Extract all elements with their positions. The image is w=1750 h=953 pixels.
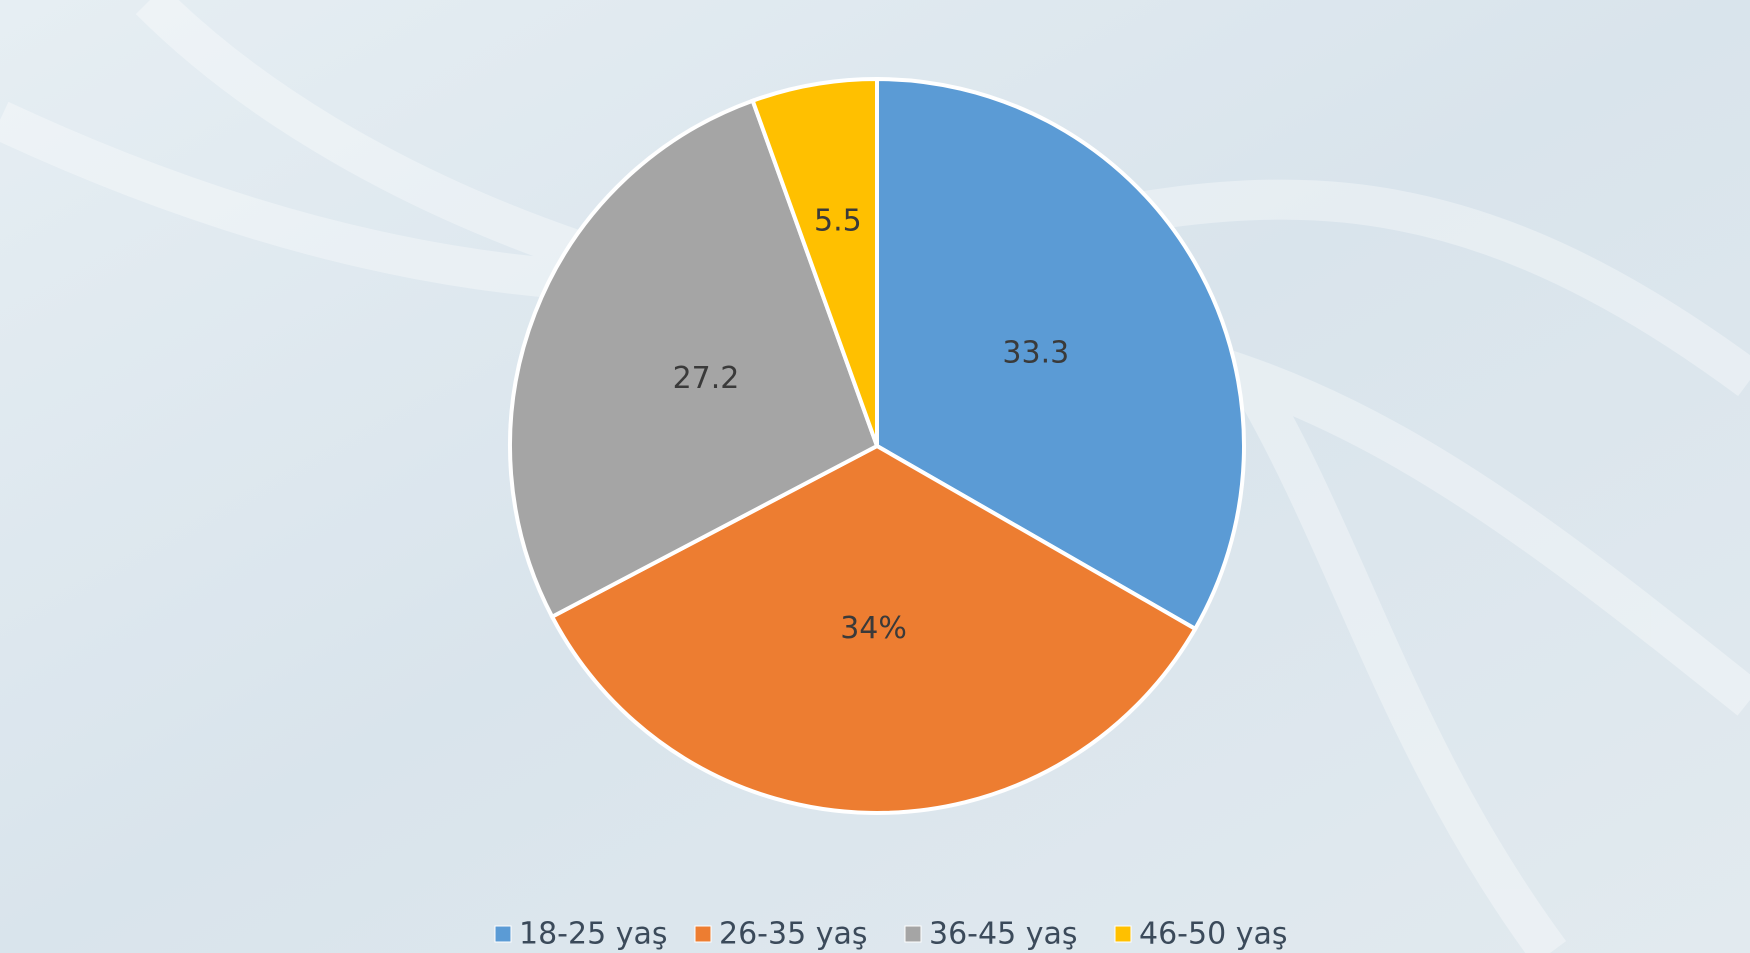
pie: 33.3 34% 27.2 5.5 (508, 76, 1246, 815)
legend: 18-25 yaş 26-35 yaş 36-45 yaş 46-50 yaş (494, 917, 1287, 952)
legend-label: 36-45 yaş (929, 917, 1077, 952)
legend-swatch (904, 925, 922, 943)
data-label: 27.2 (673, 361, 740, 396)
data-label: 5.5 (814, 203, 862, 238)
legend-label: 26-35 yaş (719, 917, 867, 952)
legend-swatch (694, 925, 712, 943)
legend-label: 18-25 yaş (519, 917, 667, 952)
pie-slice (549, 443, 1198, 815)
legend-label: 46-50 yaş (1139, 917, 1287, 952)
data-label: 33.3 (1002, 336, 1069, 371)
pie-slice (508, 98, 880, 620)
data-label: 34% (840, 611, 907, 646)
pie-slice (875, 76, 1246, 632)
legend-swatch (1114, 925, 1132, 943)
pie-slice (750, 76, 879, 447)
legend-swatch (494, 925, 512, 943)
